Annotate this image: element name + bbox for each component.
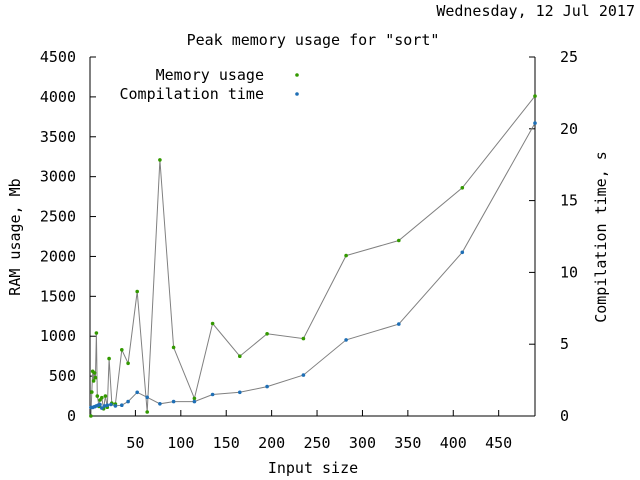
data-point-memory-usage <box>90 390 94 394</box>
data-point-memory-usage <box>397 238 401 243</box>
data-point-compilation-time <box>533 121 537 125</box>
data-point-compilation-time <box>109 402 113 407</box>
x-tick-label: 50 <box>126 434 144 452</box>
data-point-memory-usage <box>91 379 96 383</box>
y-tick-label: 500 <box>49 367 76 385</box>
legend: Memory usage Compilation time <box>120 66 299 103</box>
data-point-compilation-time <box>210 392 215 397</box>
y2-tick-label: 0 <box>560 407 569 425</box>
legend-marker-compilation-time <box>295 92 299 96</box>
y2-axis-label: Compilation time, s <box>592 151 610 323</box>
data-point-compilation-time <box>397 322 401 326</box>
data-point-memory-usage <box>120 348 124 352</box>
y-tick-label: 4000 <box>40 88 76 106</box>
data-point-compilation-time <box>120 403 124 408</box>
data-point-compilation-time <box>126 399 130 404</box>
x-tick-label: 150 <box>213 434 240 452</box>
data-point-memory-usage <box>192 396 197 401</box>
x-tick-label: 300 <box>349 434 376 452</box>
y-tick-label: 3000 <box>40 168 76 186</box>
data-point-compilation-time <box>460 250 465 255</box>
data-point-memory-usage <box>100 395 104 400</box>
y2-tick-label: 25 <box>560 48 578 66</box>
y2-tick-label: 5 <box>560 335 569 353</box>
data-point-compilation-time <box>238 390 242 395</box>
y-tick-label: 4500 <box>40 48 76 66</box>
legend-label-memory-usage: Memory usage <box>156 66 264 84</box>
data-point-compilation-time <box>98 402 102 407</box>
chart-timestamp: Wednesday, 12 Jul 2017 <box>436 2 635 20</box>
data-point-compilation-time <box>102 404 107 408</box>
data-point-memory-usage <box>460 186 465 190</box>
data-point-compilation-time <box>301 373 306 377</box>
data-point-memory-usage <box>171 345 176 350</box>
legend-label-compilation-time: Compilation time <box>120 85 265 103</box>
data-point-compilation-time <box>265 384 269 389</box>
data-point-memory-usage <box>89 414 93 418</box>
legend-marker-memory-usage <box>295 73 299 77</box>
data-point-compilation-time <box>113 404 118 408</box>
data-point-memory-usage <box>94 331 99 335</box>
x-axis-label: Input size <box>268 459 358 477</box>
series-points <box>89 94 537 418</box>
data-point-compilation-time <box>100 406 104 410</box>
data-point-memory-usage <box>301 336 306 341</box>
data-point-memory-usage <box>158 158 162 162</box>
y-tick-label: 2500 <box>40 208 76 226</box>
y-tick-label: 3500 <box>40 128 76 146</box>
data-point-compilation-time <box>158 402 162 406</box>
data-point-memory-usage <box>210 321 215 326</box>
data-point-memory-usage <box>145 410 149 414</box>
data-point-memory-usage <box>107 356 111 361</box>
data-point-memory-usage <box>238 354 242 359</box>
data-point-memory-usage <box>135 289 139 294</box>
data-point-compilation-time <box>135 390 139 395</box>
x-tick-label: 350 <box>394 434 421 452</box>
data-point-compilation-time <box>145 395 149 400</box>
data-point-compilation-time <box>344 338 348 342</box>
x-tick-label: 100 <box>167 434 194 452</box>
data-point-memory-usage <box>103 394 108 398</box>
y-tick-label: 1000 <box>40 327 76 345</box>
data-point-memory-usage <box>533 94 537 98</box>
y2-tick-label: 10 <box>560 263 578 281</box>
y-tick-label: 1500 <box>40 287 76 305</box>
data-point-memory-usage <box>265 332 269 336</box>
data-point-memory-usage <box>126 361 130 366</box>
series-line-memory-usage <box>90 95 536 417</box>
y-tick-label: 0 <box>67 407 76 425</box>
data-point-compilation-time <box>171 399 176 404</box>
y2-tick-label: 20 <box>560 120 578 138</box>
x-tick-label: 250 <box>303 434 330 452</box>
x-tick-label: 450 <box>485 434 512 452</box>
data-point-memory-usage <box>93 375 98 380</box>
y2-tick-label: 15 <box>560 192 578 210</box>
chart-title: Peak memory usage for "sort" <box>187 31 440 49</box>
data-point-memory-usage <box>95 394 100 398</box>
data-point-memory-usage <box>344 253 348 258</box>
y-tick-label: 2000 <box>40 247 76 265</box>
y-axis-label: RAM usage, Mb <box>6 178 24 295</box>
data-point-memory-usage <box>92 371 97 375</box>
data-point-compilation-time <box>105 403 110 408</box>
x-tick-label: 400 <box>440 434 467 452</box>
axes: 50 100 150 200 250 300 350 400 45005001000150020… <box>40 48 578 452</box>
data-point-compilation-time <box>192 399 197 404</box>
x-tick-label: 200 <box>258 434 285 452</box>
